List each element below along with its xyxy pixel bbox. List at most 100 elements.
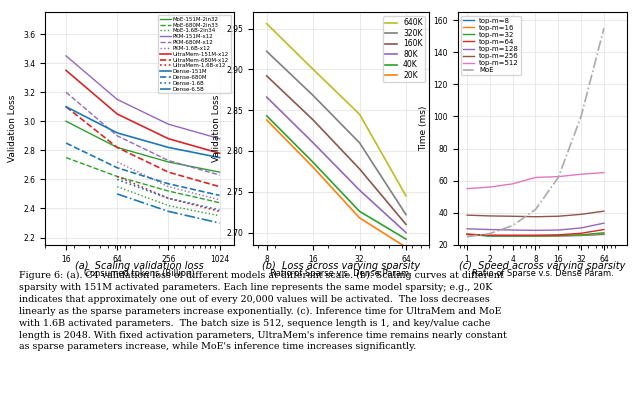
top-m=128 [486,227,493,232]
Line: Dense-151M: Dense-151M [66,107,220,157]
top-m=256 [600,208,608,213]
Y-axis label: Validation Loss: Validation Loss [212,95,221,162]
Line: 160K: 160K [267,76,406,224]
Line: top-m=256: top-m=256 [467,211,604,217]
MoE-151M-2in32 [216,170,223,175]
Dense-151M [164,145,172,150]
UltraMem-151M-x12 [62,68,70,73]
PKM-1.6B-x12 [164,184,172,189]
Line: top-m=512: top-m=512 [467,173,604,188]
Dense-680M [113,165,121,170]
PKM-151M-x12 [164,122,172,126]
top-m=256 [486,213,493,218]
top-m=256 [509,214,516,219]
Dense-680M [216,193,223,198]
20K [356,215,364,220]
top-m=128 [600,221,608,226]
320K [263,49,271,54]
top-m=8 [486,233,493,238]
Line: top-m=64: top-m=64 [467,230,604,235]
top-m=16 [509,233,516,238]
UltraMem-1.6B-x12 [216,209,223,214]
Line: 320K: 320K [267,51,406,215]
top-m=16 [532,233,540,238]
Text: Figure 6: (a). C4 validation loss of different models at different scale. (b). S: Figure 6: (a). C4 validation loss of dif… [19,271,507,351]
MoE-151M-2in32 [164,160,172,164]
640K [402,193,410,198]
top-m=64 [532,233,540,237]
MoE-1.6B-2in34 [113,184,121,189]
Text: (a)  Scaling validation loss: (a) Scaling validation loss [75,261,204,271]
Line: UltraMem-680M-x12: UltraMem-680M-x12 [66,107,220,186]
80K [309,140,317,145]
UltraMem-151M-x12 [113,111,121,116]
top-m=64 [600,227,608,232]
640K [356,112,364,117]
top-m=128 [532,228,540,233]
top-m=8 [532,233,540,238]
UltraMem-151M-x12 [216,151,223,156]
top-m=128 [463,226,471,231]
UltraMem-680M-x12 [113,145,121,150]
MoE-680M-2in33 [164,188,172,193]
PKM-1.6B-x12 [113,160,121,164]
Line: MoE-680M-2in33: MoE-680M-2in33 [66,157,220,203]
top-m=16 [554,233,562,238]
top-m=64 [554,233,562,237]
Line: top-m=16: top-m=16 [467,233,604,236]
Line: 20K: 20K [267,120,406,247]
UltraMem-680M-x12 [164,170,172,175]
Dense-6.5B [164,209,172,214]
MoE-151M-2in32 [62,119,70,124]
80K [356,188,364,193]
X-axis label: Ratio of Sparse v.s. Dense Param.: Ratio of Sparse v.s. Dense Param. [270,269,412,278]
top-m=32 [554,233,562,238]
Y-axis label: Time (ms): Time (ms) [419,106,428,151]
top-m=64 [486,233,493,237]
top-m=256 [577,212,585,217]
Line: MoE-151M-2in32: MoE-151M-2in32 [66,121,220,172]
Dense-151M [62,104,70,109]
UltraMem-1.6B-x12 [164,196,172,201]
PKM-151M-x12 [113,97,121,102]
top-m=16 [600,231,608,236]
Line: top-m=32: top-m=32 [467,233,604,236]
MoE [577,114,585,119]
PKM-680M-x12 [62,90,70,95]
Legend: MoE-151M-2in32, MoE-680M-2in33, MoE-1.6B-2in34, PKM-151M-x12, PKM-680M-x12, PKM-: MoE-151M-2in32, MoE-680M-2in33, MoE-1.6B… [158,15,231,93]
MoE-1.6B-2in34 [216,213,223,218]
Line: 40K: 40K [267,116,406,239]
320K [356,140,364,145]
top-m=16 [463,231,471,236]
Line: Dense-6.5B: Dense-6.5B [117,194,220,223]
UltraMem-680M-x12 [216,184,223,189]
MoE-680M-2in33 [113,174,121,179]
PKM-680M-x12 [216,173,223,177]
top-m=8 [554,233,562,238]
MoE-680M-2in33 [62,155,70,160]
UltraMem-151M-x12 [164,136,172,141]
top-m=32 [463,232,471,237]
top-m=512 [554,174,562,179]
top-m=16 [486,233,493,238]
top-m=512 [600,170,608,175]
40K [356,209,364,214]
Line: Dense-680M: Dense-680M [66,143,220,195]
Line: 80K: 80K [267,97,406,233]
20K [309,165,317,170]
top-m=8 [463,232,471,237]
MoE-1.6B-2in34 [164,203,172,208]
MoE [600,26,608,31]
320K [309,93,317,98]
Dense-151M [113,131,121,135]
PKM-151M-x12 [216,136,223,141]
160K [309,118,317,122]
top-m=32 [577,233,585,237]
Y-axis label: Validation Loss: Validation Loss [8,95,17,162]
Legend: top-m=8, top-m=16, top-m=32, top-m=64, top-m=128, top-m=256, top-m=512, MoE: top-m=8, top-m=16, top-m=32, top-m=64, t… [461,16,521,75]
Line: PKM-680M-x12: PKM-680M-x12 [66,92,220,175]
PKM-151M-x12 [62,53,70,58]
640K [263,21,271,26]
top-m=32 [509,233,516,238]
160K [402,222,410,227]
